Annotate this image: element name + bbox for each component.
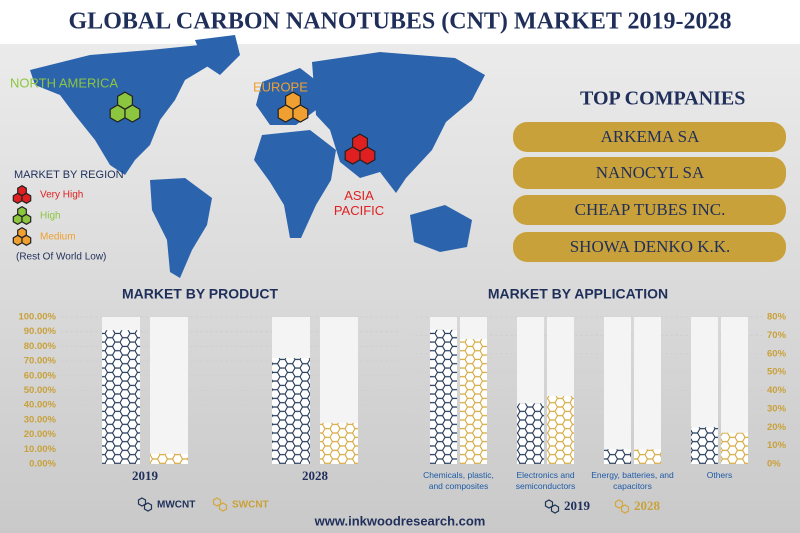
company-name: ARKEMA SA	[601, 127, 700, 146]
y-tick-label: 20%	[767, 422, 787, 433]
region-marker	[359, 146, 376, 165]
legend-marker	[218, 502, 228, 512]
company-name: CHEAP TUBES INC.	[575, 200, 726, 219]
legend-marker	[21, 192, 32, 204]
legend-label: 2019	[564, 498, 591, 513]
y-tick-label: 30%	[767, 403, 787, 414]
footer: www.inkwoodresearch.com	[314, 513, 486, 528]
region-marker	[344, 146, 361, 165]
y-tick-label: 0%	[767, 459, 781, 470]
y-tick-label: 70.00%	[24, 356, 57, 367]
chart-title: MARKET BY PRODUCT	[122, 286, 279, 302]
bar	[517, 403, 544, 464]
legend-marker	[143, 502, 153, 512]
bar-background	[604, 317, 631, 464]
bar	[547, 396, 574, 464]
page-title: GLOBAL CARBON NANOTUBES (CNT) MARKET 201…	[69, 9, 732, 35]
y-tick-label: 50%	[767, 367, 787, 378]
y-tick-label: 40%	[767, 385, 787, 396]
y-tick-label: 0.00%	[29, 459, 56, 470]
region-label: ASIA PACIFIC	[333, 188, 385, 218]
y-tick-label: 100.00%	[18, 312, 56, 323]
y-tick-label: 80%	[767, 312, 787, 323]
legend-label: SWCNT	[232, 500, 269, 511]
region-marker	[124, 104, 141, 123]
continent	[254, 130, 336, 238]
bar-background	[150, 317, 188, 464]
bar	[150, 453, 188, 464]
legend-label: High	[40, 211, 61, 222]
legend-marker	[21, 234, 32, 246]
region-marker	[109, 104, 126, 123]
legend-marker	[212, 497, 222, 507]
legend-marker	[614, 499, 624, 509]
company-name: NANOCYL SA	[596, 163, 705, 182]
y-tick-label: 10.00%	[24, 444, 57, 455]
bar	[430, 329, 457, 464]
legend-marker	[550, 504, 560, 514]
bar	[691, 427, 718, 464]
company-box	[513, 232, 786, 262]
region-label: EUROPE	[253, 79, 308, 94]
legend-label: Medium	[40, 232, 76, 243]
bar	[721, 432, 748, 464]
y-tick-label: 20.00%	[24, 429, 57, 440]
world-map	[30, 35, 485, 278]
legend-marker	[12, 213, 23, 225]
bar	[604, 449, 631, 464]
legend-marker	[21, 213, 32, 225]
y-tick-label: 90.00%	[24, 326, 57, 337]
company-box	[513, 157, 786, 189]
company-box	[513, 122, 786, 152]
y-tick-label: 30.00%	[24, 414, 57, 425]
x-tick-label: Electronics and semiconductors	[515, 470, 576, 491]
x-tick-label: Others	[706, 470, 733, 480]
y-tick-label: 10%	[767, 440, 787, 451]
legend-marker	[544, 499, 554, 509]
bar-background	[634, 317, 661, 464]
y-tick-label: 80.00%	[24, 341, 57, 352]
bar	[634, 449, 661, 464]
y-tick-label: 60.00%	[24, 370, 57, 381]
legend-label: MWCNT	[157, 500, 195, 511]
company-box	[513, 195, 786, 225]
legend-marker	[137, 497, 147, 507]
legend-title: MARKET BY REGION	[14, 169, 124, 181]
y-tick-label: 60%	[767, 348, 787, 359]
continent	[410, 205, 472, 252]
continent	[195, 35, 240, 75]
legend-label: 2028	[634, 498, 661, 513]
legend-marker	[12, 234, 23, 246]
bar	[320, 422, 358, 464]
y-tick-label: 50.00%	[24, 385, 57, 396]
region-marker	[292, 104, 309, 123]
x-tick-label: 2019	[132, 468, 159, 483]
y-tick-label: 70%	[767, 330, 787, 341]
region-marker	[277, 104, 294, 123]
region-label: NORTH AMERICA	[10, 75, 118, 90]
legend-marker	[12, 192, 23, 204]
y-tick-label: 40.00%	[24, 400, 57, 411]
x-tick-label: Energy, batteries, and capacitors	[591, 470, 674, 491]
bar	[272, 358, 310, 464]
bar	[460, 339, 487, 464]
title-band	[0, 0, 800, 44]
legend-marker	[620, 504, 630, 514]
legend-label: Very High	[40, 190, 83, 201]
chart-title: MARKET BY APPLICATION	[488, 286, 668, 302]
companies-title: TOP COMPANIES	[580, 88, 745, 110]
continent	[150, 178, 212, 278]
x-tick-label: 2028	[302, 468, 329, 483]
legend-note: (Rest Of World Low)	[16, 252, 106, 263]
bar	[102, 330, 140, 464]
continent	[312, 52, 485, 193]
x-tick-label: Chemicals, plastic, and composites	[423, 470, 494, 491]
company-name: SHOWA DENKO K.K.	[570, 237, 731, 256]
